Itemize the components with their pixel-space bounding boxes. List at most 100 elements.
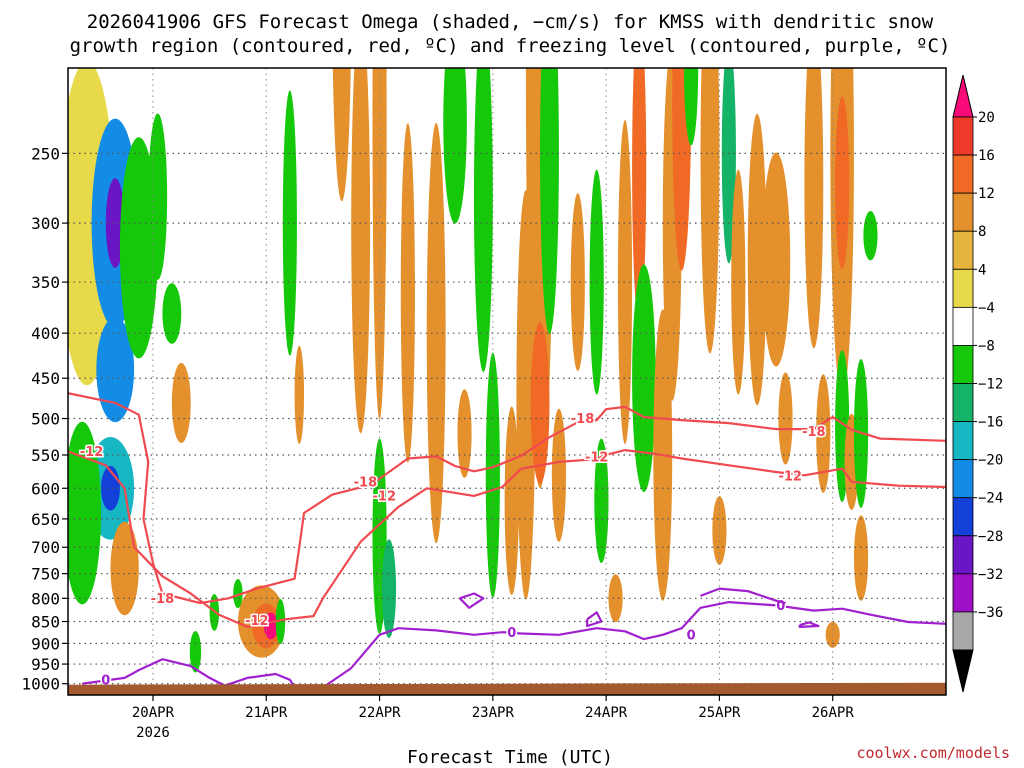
omega-blob [863,210,878,261]
colorbar-swatch [952,154,974,194]
freezing-contour-label: 0 [507,626,516,641]
y-tick-label: 500 [31,410,60,429]
dsg-contour-label: -12 [80,445,104,460]
y-tick-label: 250 [31,144,60,163]
omega-blob [747,113,767,406]
omega-blob [551,408,567,542]
omega-blob [68,421,102,605]
colorbar-label: 12 [978,186,995,202]
colorbar-label: 16 [978,148,995,164]
freezing-contour [586,611,603,628]
colorbar-top-arrow [952,74,974,118]
y-tick-label: 300 [31,214,60,233]
dsg-contour-label: -18 [151,592,175,607]
omega-blob [263,612,279,640]
colorbar-label: −4 [978,300,995,316]
omega-blob [372,68,387,420]
dsg-contour-label: -12 [245,614,269,629]
y-tick-label: 750 [31,565,60,584]
omega-blob [332,68,351,202]
plot-frame [67,67,947,696]
omega-blob [110,521,139,616]
colorbar-swatch [952,306,974,346]
omega-shading [68,68,878,673]
dsg-contour-label: -12 [778,469,802,484]
freezing-contour [322,601,946,689]
colorbar-swatch [952,611,974,651]
plot-background [68,68,946,695]
omega-blob [804,68,824,349]
dsg-contour-label: -18 [802,425,826,440]
omega-blob [816,374,831,493]
y-tick-label: 450 [31,369,60,388]
x-axis: 20APR 2026 21APR 22APR 23APR 24APR 25APR 26APR [132,695,854,741]
y-tick-label: 650 [31,510,60,529]
x-tick-label: 26APR [812,705,855,721]
colorbar-label: 20 [978,110,995,126]
omega-blob [275,598,286,645]
colorbar-label: −8 [978,338,995,354]
y-tick-label: 1000 [21,675,60,694]
omega-blob [96,317,135,423]
omega-blob [721,68,736,264]
freezing-contour [218,672,296,689]
freezing-contour [798,621,820,628]
omega-blob [473,68,493,372]
colorbar-swatch [952,383,974,422]
colorbar-swatch [952,192,974,232]
dsg-contour [68,392,946,605]
omega-blob [171,362,191,443]
freezing-contour-label: 0 [687,628,696,643]
colorbar-label: −12 [978,377,1003,393]
omega-blob [443,68,467,224]
omega-blob [351,68,371,434]
omega-blob [148,113,168,280]
omega-blob [294,345,305,444]
colorbar-swatch [952,459,974,499]
colorbar: 20 16 12 8 4 −4 −8 −12 −16 −20 −24 −28 −32 −36 [952,74,1003,693]
colorbar-label: −36 [978,605,1003,621]
omega-blob [617,120,633,445]
dsg-contour-label: -12 [373,489,397,504]
y-tick-label: 700 [31,538,60,557]
credit-link[interactable]: coolwx.com/models [856,744,1010,762]
freezing-contour [459,592,485,609]
colorbar-label: −32 [978,567,1003,583]
colorbar-label: −20 [978,453,1003,469]
x-tick-label: 24APR [585,705,628,721]
omega-blob [233,578,243,609]
x-axis-label: Forecast Time (UTC) [407,747,613,768]
omega-blob [570,193,585,372]
omega-blob [162,283,182,344]
omega-blob [540,68,559,334]
x-tick-label: 20APR [132,705,175,721]
y-tick-label: 850 [31,613,60,632]
colorbar-bottom-arrow [952,649,974,693]
colorbar-swatch [952,268,974,308]
colorbar-swatch [952,421,974,461]
y-tick-label: 600 [31,479,60,498]
grid [68,68,946,695]
omega-blob [457,389,472,478]
y-tick-label: 950 [31,655,60,674]
omega-blob [761,152,791,367]
omega-blob [504,406,519,596]
colorbar-label: 8 [978,224,986,240]
omega-blob [105,178,125,268]
dsg-contour-label: -18 [354,475,378,490]
x-tick-label: 21APR [245,705,288,721]
colorbar-swatch [952,535,974,575]
colorbar-swatch [952,116,974,156]
omega-blob [189,630,202,673]
omega-blob [700,68,720,354]
y-tick-label: 900 [31,634,60,653]
omega-blob [853,515,869,601]
omega-blob [530,322,550,484]
omega-blob [400,123,415,463]
colorbar-label: 4 [978,262,986,278]
y-tick-label: 350 [31,273,60,292]
omega-blob [632,68,647,324]
dsg-contour [68,449,946,628]
